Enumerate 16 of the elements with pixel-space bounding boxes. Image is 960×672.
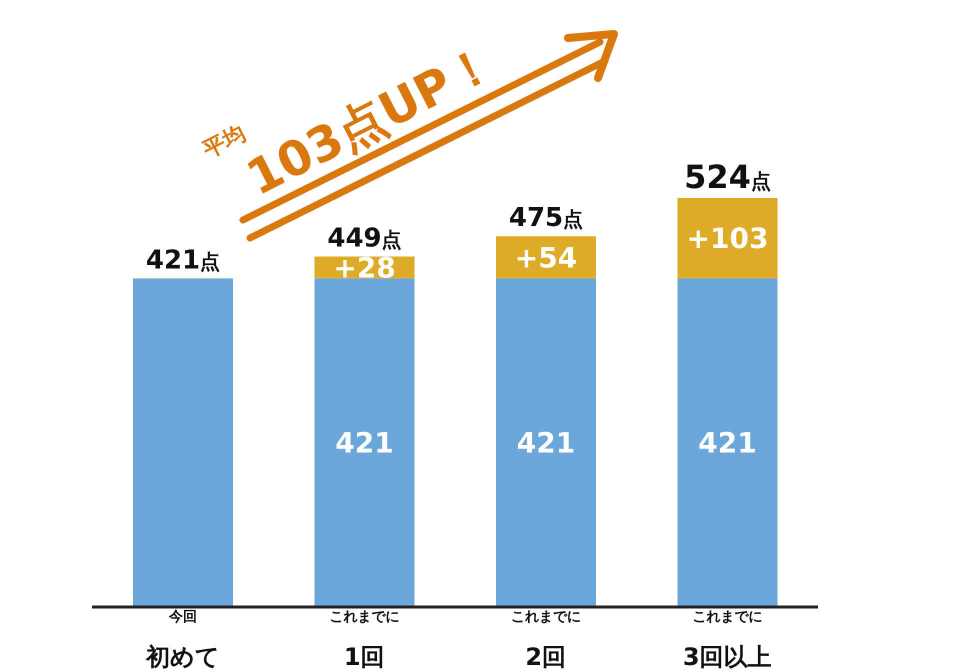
total-label: 475点 (508, 203, 584, 234)
total-label: 524点 (684, 158, 771, 196)
bar (314, 278, 414, 607)
bar (133, 278, 233, 607)
total-label: 421点 (146, 245, 220, 276)
data-label: 421 (335, 426, 394, 460)
text: 平均 (198, 121, 250, 164)
data-label: 421 (516, 426, 576, 460)
data-label: +103 (686, 222, 768, 256)
bar (496, 278, 596, 607)
data-label: +28 (333, 251, 396, 284)
data-label: +54 (514, 241, 578, 274)
bar (678, 198, 778, 278)
total-label: 449点 (327, 224, 402, 254)
data-label: 421 (698, 426, 757, 460)
bar (678, 278, 778, 607)
